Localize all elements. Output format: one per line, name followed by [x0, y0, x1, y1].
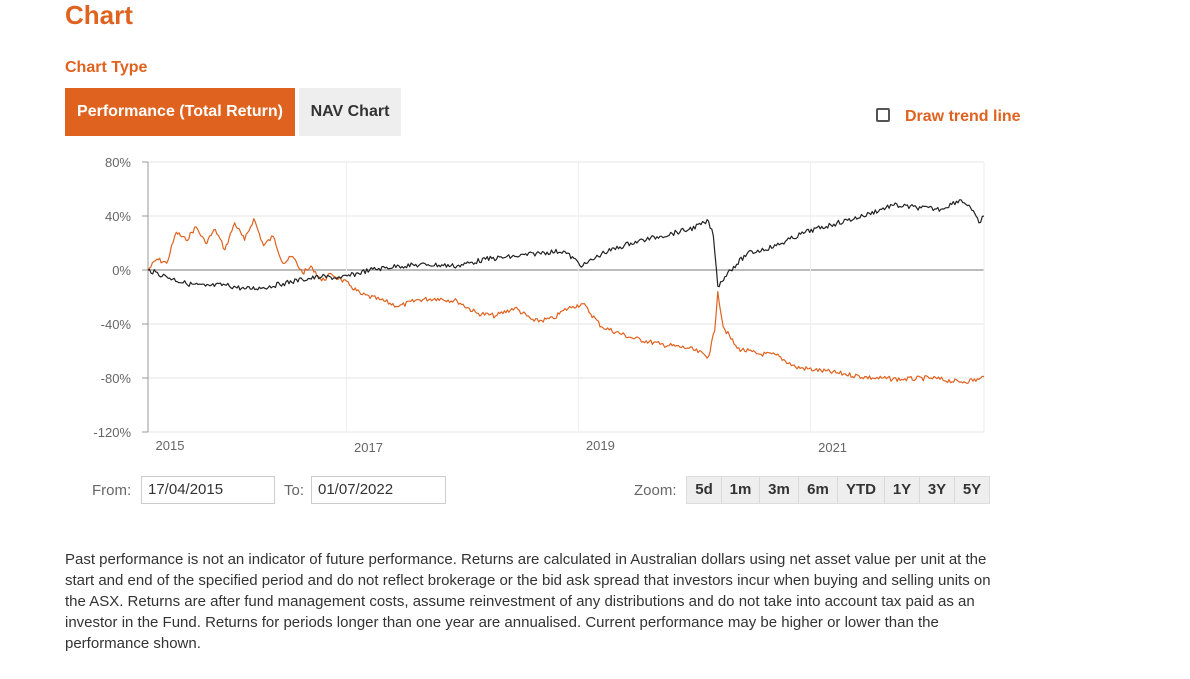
zoom-5d-button[interactable]: 5d	[687, 477, 722, 503]
zoom-ytd-button[interactable]: YTD	[838, 477, 885, 503]
to-label: To:	[284, 482, 305, 499]
series-line-orange	[147, 218, 985, 384]
x-tick-label: 2015	[156, 438, 185, 453]
y-tick-label: 80%	[105, 155, 131, 170]
x-tick-label: 2019	[586, 438, 615, 453]
performance-disclaimer: Past performance is not an indicator of …	[65, 551, 991, 652]
x-tick-label: 2017	[354, 440, 383, 455]
page-title: Chart	[65, 0, 133, 30]
y-tick-label: 0%	[112, 263, 131, 278]
zoom-3m-button[interactable]: 3m	[760, 477, 799, 503]
chart-axes: 80% 40% 0% -40% -80% -120% 2015 2017 2019 2021	[93, 155, 847, 455]
tab-nav-chart[interactable]: NAV Chart	[299, 88, 401, 136]
y-tick-label: 40%	[105, 209, 131, 224]
zoom-5y-button[interactable]: 5Y	[962, 481, 982, 498]
trend-line-label: Draw trend line	[905, 108, 1021, 125]
to-date-input[interactable]: 01/07/2022	[311, 476, 446, 504]
zoom-1y-button[interactable]: 1Y	[885, 477, 920, 503]
trend-line-checkbox[interactable]	[876, 108, 890, 122]
chart-series	[147, 199, 985, 384]
x-tick-label: 2021	[818, 440, 847, 455]
y-tick-label: -120%	[93, 425, 131, 440]
chart-type-label: Chart Type	[65, 59, 148, 76]
zoom-3y-button[interactable]: 3Y	[920, 477, 955, 503]
from-label: From:	[92, 482, 132, 499]
zoom-label: Zoom:	[634, 482, 677, 499]
y-tick-label: -40%	[101, 317, 132, 332]
from-date-input[interactable]: 17/04/2015	[141, 476, 275, 504]
y-tick-label: -80%	[101, 371, 132, 386]
zoom-1m-button[interactable]: 1m	[722, 477, 760, 503]
draw-trend-line-toggle[interactable]: Draw trend line	[876, 104, 1021, 126]
series-line-dark	[147, 199, 985, 291]
chart-grid	[147, 161, 985, 433]
zoom-6m-button[interactable]: 6m	[799, 477, 838, 503]
zoom-buttons: 5d 1m 3m 6m YTD 1Y 3Y 5Y	[686, 476, 990, 504]
tab-performance[interactable]: Performance (Total Return)	[65, 88, 295, 136]
